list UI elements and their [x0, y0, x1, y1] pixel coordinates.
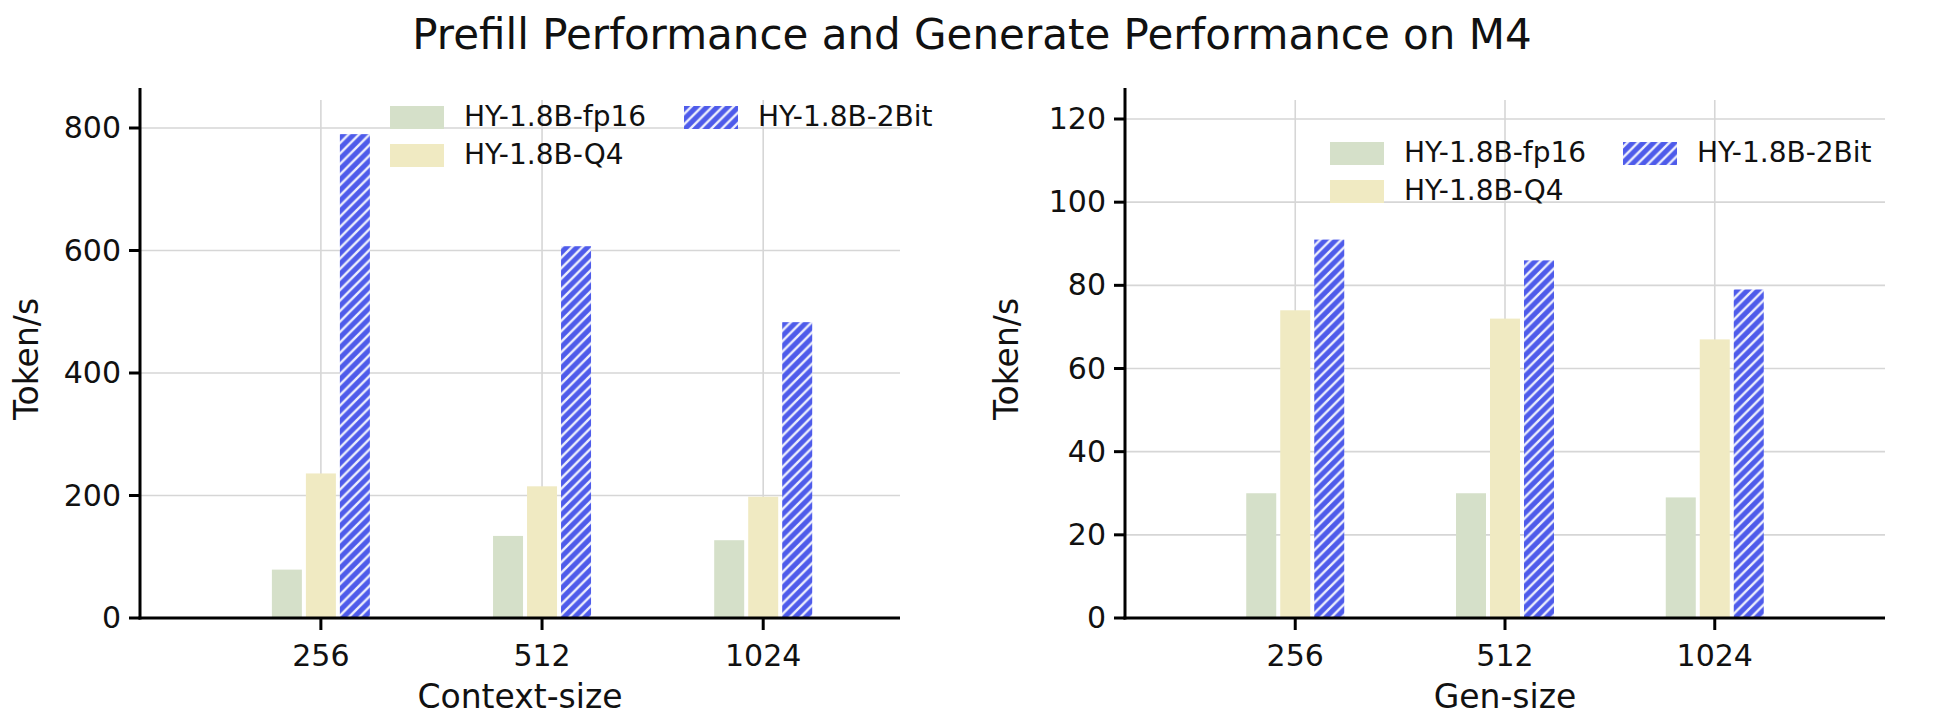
prefill-chart: 0 200 400 600 800 256 512 1024 Context-size Token… [0, 0, 972, 720]
y-tick-label: 0 [102, 600, 121, 635]
legend-label-HY-1.8B-Q4: HY-1.8B-Q4 [464, 138, 624, 171]
y-tick-label: 400 [64, 355, 121, 390]
bar-HY-1.8B-2Bit-256 [340, 134, 370, 618]
bar-HY-1.8B-2Bit-256 [1314, 240, 1344, 618]
x-tick-label: 512 [1476, 638, 1533, 673]
y-tick-label: 800 [64, 110, 121, 145]
bar-HY-1.8B-Q4-512 [1490, 319, 1520, 618]
bar-HY-1.8B-2Bit-512 [561, 246, 591, 618]
legend-label-HY-1.8B-Q4: HY-1.8B-Q4 [1404, 174, 1564, 207]
y-tick-label: 20 [1068, 517, 1106, 552]
legend-swatch-HY-1.8B-fp16 [390, 106, 444, 129]
legend-label-HY-1.8B-2Bit: HY-1.8B-2Bit [758, 100, 933, 133]
figure: Prefill Performance and Generate Perform… [0, 0, 1944, 720]
generate-chart: 0 20 40 60 80 100 120 256 512 1024 Gen-size Token/s… [972, 0, 1944, 720]
bar-HY-1.8B-fp16-256 [1246, 493, 1276, 618]
legend-swatch-HY-1.8B-fp16 [1330, 142, 1384, 165]
x-tick-label: 1024 [725, 638, 801, 673]
y-tick-label: 40 [1068, 434, 1106, 469]
bar-HY-1.8B-Q4-1024 [748, 497, 778, 618]
y-axis-label: Token/s [7, 298, 46, 421]
bar-HY-1.8B-2Bit-1024 [782, 322, 812, 618]
y-tick-label: 200 [64, 478, 121, 513]
bar-HY-1.8B-Q4-256 [306, 473, 336, 618]
y-tick-label: 600 [64, 233, 121, 268]
x-tick-label: 1024 [1677, 638, 1753, 673]
y-tick-label: 60 [1068, 351, 1106, 386]
y-tick-label: 0 [1087, 600, 1106, 635]
bar-HY-1.8B-fp16-1024 [714, 540, 744, 618]
legend-swatch-HY-1.8B-Q4 [1330, 180, 1384, 203]
x-axis-label: Gen-size [1434, 677, 1577, 716]
y-axis-label: Token/s [987, 298, 1026, 421]
bar-HY-1.8B-Q4-256 [1280, 310, 1310, 618]
x-tick-label: 256 [292, 638, 349, 673]
bar-HY-1.8B-fp16-512 [1456, 493, 1486, 618]
x-axis-label: Context-size [417, 677, 622, 716]
bar-HY-1.8B-Q4-512 [527, 486, 557, 618]
bar-HY-1.8B-fp16-1024 [1666, 497, 1696, 618]
x-tick-label: 256 [1267, 638, 1324, 673]
bar-HY-1.8B-2Bit-1024 [1734, 289, 1764, 618]
x-tick-label: 512 [513, 638, 570, 673]
legend-swatch-HY-1.8B-2Bit [684, 106, 738, 129]
legend-label-HY-1.8B-2Bit: HY-1.8B-2Bit [1697, 136, 1872, 169]
bar-HY-1.8B-fp16-512 [493, 536, 523, 618]
y-tick-label: 120 [1049, 101, 1106, 136]
legend-label-HY-1.8B-fp16: HY-1.8B-fp16 [1404, 136, 1586, 169]
bar-HY-1.8B-2Bit-512 [1524, 260, 1554, 618]
bar-HY-1.8B-Q4-1024 [1700, 339, 1730, 618]
y-tick-label: 100 [1049, 184, 1106, 219]
legend-label-HY-1.8B-fp16: HY-1.8B-fp16 [464, 100, 646, 133]
y-tick-label: 80 [1068, 267, 1106, 302]
legend-swatch-HY-1.8B-2Bit [1623, 142, 1677, 165]
bar-HY-1.8B-fp16-256 [272, 570, 302, 618]
legend-swatch-HY-1.8B-Q4 [390, 144, 444, 167]
